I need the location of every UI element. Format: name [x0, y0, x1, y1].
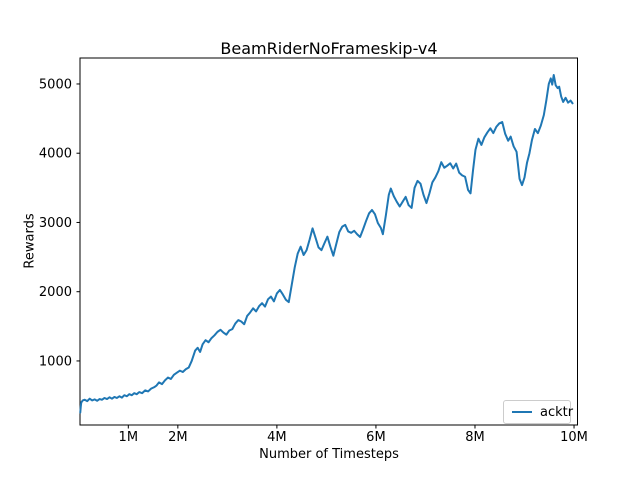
- x-tick-label: 4M: [267, 430, 287, 445]
- y-tick-label: 3000: [39, 216, 72, 231]
- x-tick-label: 8M: [465, 430, 485, 445]
- x-axis-label: Number of Timesteps: [259, 447, 399, 462]
- y-tick-label: 5000: [39, 77, 72, 92]
- y-tick-label: 4000: [39, 147, 72, 162]
- legend-label: acktr: [540, 404, 574, 420]
- x-tick-label: 10M: [560, 430, 588, 445]
- y-tick-label: 1000: [39, 354, 72, 369]
- legend: acktr: [503, 400, 574, 424]
- x-tick-label: 2M: [168, 430, 188, 445]
- y-tick-label: 2000: [39, 285, 72, 300]
- legend-line-icon: [512, 411, 532, 413]
- x-tick-label: 6M: [366, 430, 386, 445]
- chart-title: BeamRiderNoFrameskip-v4: [220, 39, 438, 58]
- series-line-acktr: [79, 73, 574, 414]
- x-tick-label: 1M: [119, 430, 139, 445]
- axes-spines: [79, 57, 578, 426]
